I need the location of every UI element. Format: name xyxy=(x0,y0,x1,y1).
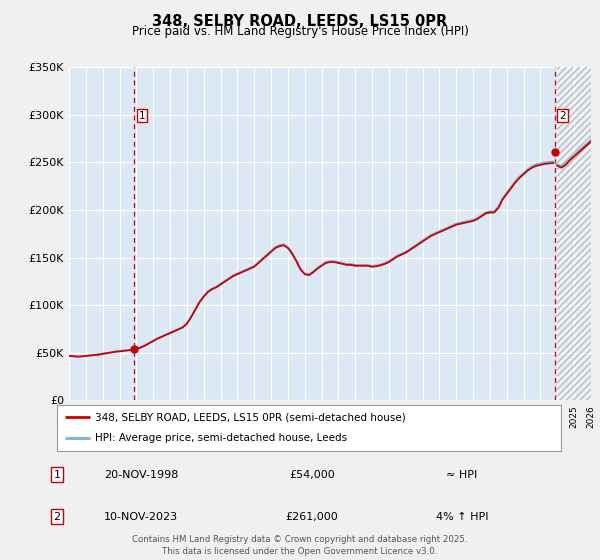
Text: 2: 2 xyxy=(559,110,566,120)
Text: 2: 2 xyxy=(53,512,61,521)
Text: 10-NOV-2023: 10-NOV-2023 xyxy=(104,512,178,521)
Text: 348, SELBY ROAD, LEEDS, LS15 0PR (semi-detached house): 348, SELBY ROAD, LEEDS, LS15 0PR (semi-d… xyxy=(95,412,406,422)
Text: £54,000: £54,000 xyxy=(289,470,335,479)
Text: HPI: Average price, semi-detached house, Leeds: HPI: Average price, semi-detached house,… xyxy=(95,433,347,444)
Text: 4% ↑ HPI: 4% ↑ HPI xyxy=(436,512,488,521)
Text: 1: 1 xyxy=(139,110,145,120)
Text: ≈ HPI: ≈ HPI xyxy=(446,470,478,479)
Text: Price paid vs. HM Land Registry's House Price Index (HPI): Price paid vs. HM Land Registry's House … xyxy=(131,25,469,38)
Text: 348, SELBY ROAD, LEEDS, LS15 0PR: 348, SELBY ROAD, LEEDS, LS15 0PR xyxy=(152,14,448,29)
Text: 1: 1 xyxy=(53,470,61,479)
Text: £261,000: £261,000 xyxy=(286,512,338,521)
Text: Contains HM Land Registry data © Crown copyright and database right 2025.
This d: Contains HM Land Registry data © Crown c… xyxy=(132,535,468,556)
Text: 20-NOV-1998: 20-NOV-1998 xyxy=(104,470,178,479)
